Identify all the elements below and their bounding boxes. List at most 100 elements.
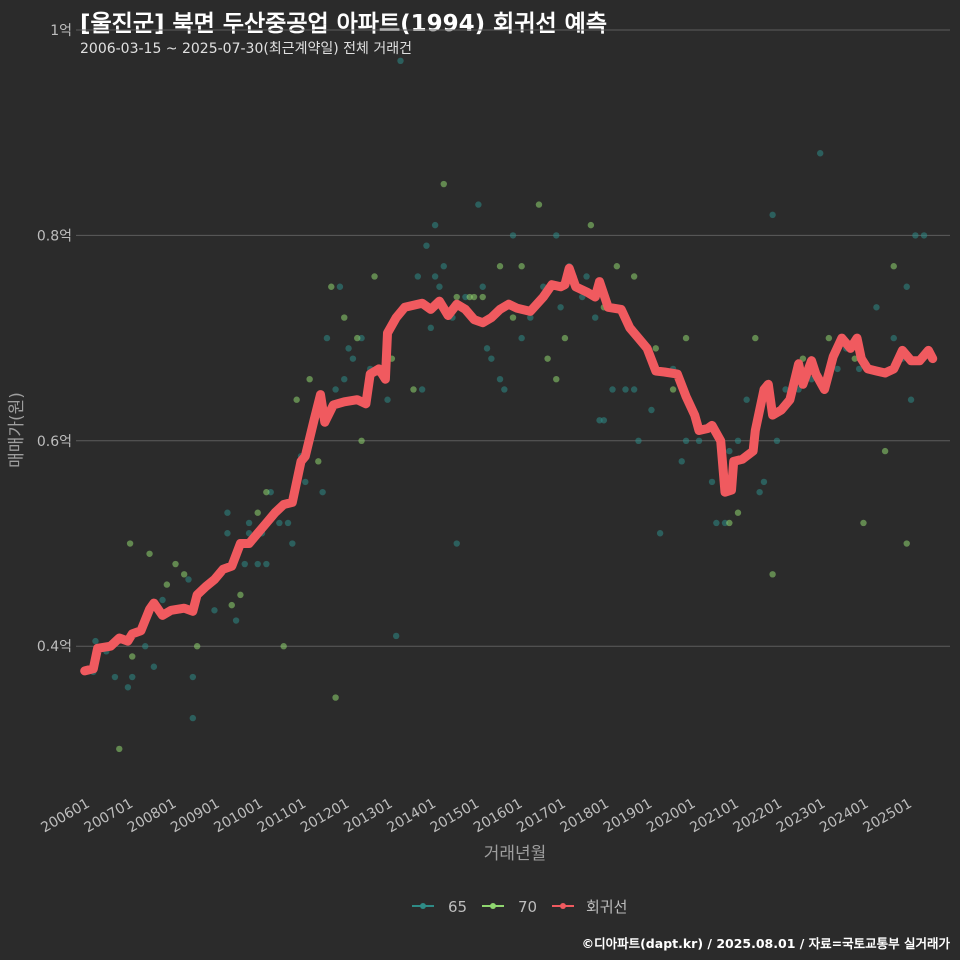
scatter-point-70: [630, 273, 638, 280]
scatter-point-65: [678, 458, 685, 465]
scatter-point-65: [743, 396, 750, 403]
x-tick-label: 202401: [817, 796, 871, 837]
scatter-point-65: [553, 232, 560, 239]
scatter-point-70: [752, 334, 759, 342]
scatter-point-70: [116, 745, 123, 753]
scatter-point-65: [726, 447, 733, 455]
scatter-point-65: [816, 150, 824, 157]
scatter-point-65: [431, 221, 439, 229]
scatter-point-65: [488, 355, 495, 362]
chart-title: [울진군] 북면 두산중공업 아파트(1994) 회귀선 예측: [80, 11, 607, 37]
scatter-point-70: [682, 334, 690, 342]
scatter-point-70: [726, 519, 733, 527]
scatter-point-70: [470, 293, 478, 301]
scatter-point-70: [669, 386, 677, 393]
scatter-point-65: [501, 386, 508, 393]
x-tick-label: 201501: [428, 796, 482, 837]
scatter-point-65: [855, 365, 863, 373]
scatter-point-70: [903, 540, 910, 547]
scatter-point-65: [211, 607, 218, 614]
scatter-point-65: [600, 417, 608, 424]
scatter-point-70: [371, 273, 378, 280]
scatter-point-65: [276, 519, 283, 527]
scatter-point-65: [834, 365, 841, 373]
legend-label-70: 70: [518, 898, 537, 916]
scatter-point-65: [583, 273, 590, 280]
scatter-point-70: [228, 601, 235, 609]
scatter-point-65: [159, 596, 166, 604]
scatter-point-65: [189, 673, 197, 681]
scatter-point-65: [734, 437, 742, 445]
scatter-point-70: [193, 643, 201, 650]
scatter-point-70: [479, 293, 486, 301]
x-tick-label: 200801: [125, 796, 179, 837]
scatter-point-65: [111, 673, 119, 681]
scatter-point-70: [354, 334, 361, 342]
scatter-point-65: [708, 478, 716, 486]
scatter-point-70: [535, 201, 543, 208]
scatter-point-65: [635, 437, 642, 445]
scatter-point-65: [332, 386, 339, 393]
scatter-point-65: [609, 386, 616, 393]
scatter-point-65: [414, 273, 422, 280]
x-tick-label: 201201: [298, 796, 352, 837]
x-tick-label: 202301: [774, 796, 828, 837]
scatter-point-65: [557, 304, 564, 311]
scatter-point-65: [475, 201, 482, 208]
x-tick-label: 201701: [514, 796, 568, 837]
scatter-point-70: [263, 488, 270, 496]
x-tick-label: 201401: [385, 796, 439, 837]
scatter-point-70: [358, 437, 365, 445]
scatter-point-65: [129, 673, 136, 681]
y-tick-label: 1억: [50, 23, 72, 39]
regression-layer: [80, 263, 938, 676]
scatter-point-65: [903, 283, 910, 290]
scatter-point-65: [773, 437, 781, 445]
legend-item-regression[interactable]: 회귀선: [552, 898, 627, 916]
scatter-point-70: [553, 375, 560, 383]
scatter-point-70: [293, 396, 300, 403]
scatter-point-65: [427, 324, 434, 332]
legend-item-65[interactable]: 65: [412, 898, 467, 916]
scatter-point-70: [453, 293, 460, 301]
scatter-point-65: [289, 540, 296, 547]
scatter-point-65: [769, 211, 776, 219]
scatter-point-65: [263, 560, 270, 568]
scatter-point-65: [436, 283, 443, 290]
y-axis-title: 매매가(원): [7, 392, 27, 468]
scatter-point-65: [630, 386, 638, 393]
scatter-point-70: [341, 314, 348, 321]
scatter-point-70: [146, 550, 153, 557]
scatter-point-65: [418, 386, 426, 393]
y-tick-label: 0.4억: [37, 639, 72, 655]
scatter-point-65: [232, 617, 240, 624]
scatter-point-70: [280, 643, 287, 650]
scatter-point-70: [890, 263, 897, 270]
scatter-point-65: [241, 560, 248, 568]
scatter-point-70: [306, 375, 313, 383]
scatter-point-70: [544, 355, 551, 362]
chart-subtitle: 2006-03-15 ~ 2025-07-30(최근계약일) 전체 거래건: [80, 41, 412, 57]
scatter-point-70: [254, 509, 261, 516]
y-axis-ticks: 0.4억 0.6억 0.8억 1억: [37, 23, 72, 655]
footer-credit: ©디아파트(dapt.kr) / 2025.08.01 / 자료=국토교통부 실…: [581, 936, 950, 951]
scatter-point-70: [126, 540, 134, 547]
x-tick-label: 201601: [471, 796, 525, 837]
scatter-point-65: [782, 386, 789, 393]
scatter-point-65: [648, 406, 655, 414]
scatter-point-65: [453, 540, 460, 547]
scatter-point-65: [713, 519, 720, 527]
scatter-point-65: [496, 375, 504, 383]
scatter-point-65: [142, 643, 149, 650]
scatter-point-65: [319, 488, 326, 496]
scatter-point-70: [652, 345, 659, 352]
scatter-point-65: [302, 478, 309, 486]
x-tick-label: 201301: [341, 796, 395, 837]
legend-item-70[interactable]: 70: [482, 898, 537, 916]
scatter-point-65: [479, 283, 486, 290]
scatter-point-70: [860, 519, 867, 527]
scatter-point-65: [224, 509, 231, 516]
scatter-point-65: [890, 334, 897, 342]
scatter-points: [90, 57, 928, 753]
scatter-point-65: [224, 530, 231, 537]
